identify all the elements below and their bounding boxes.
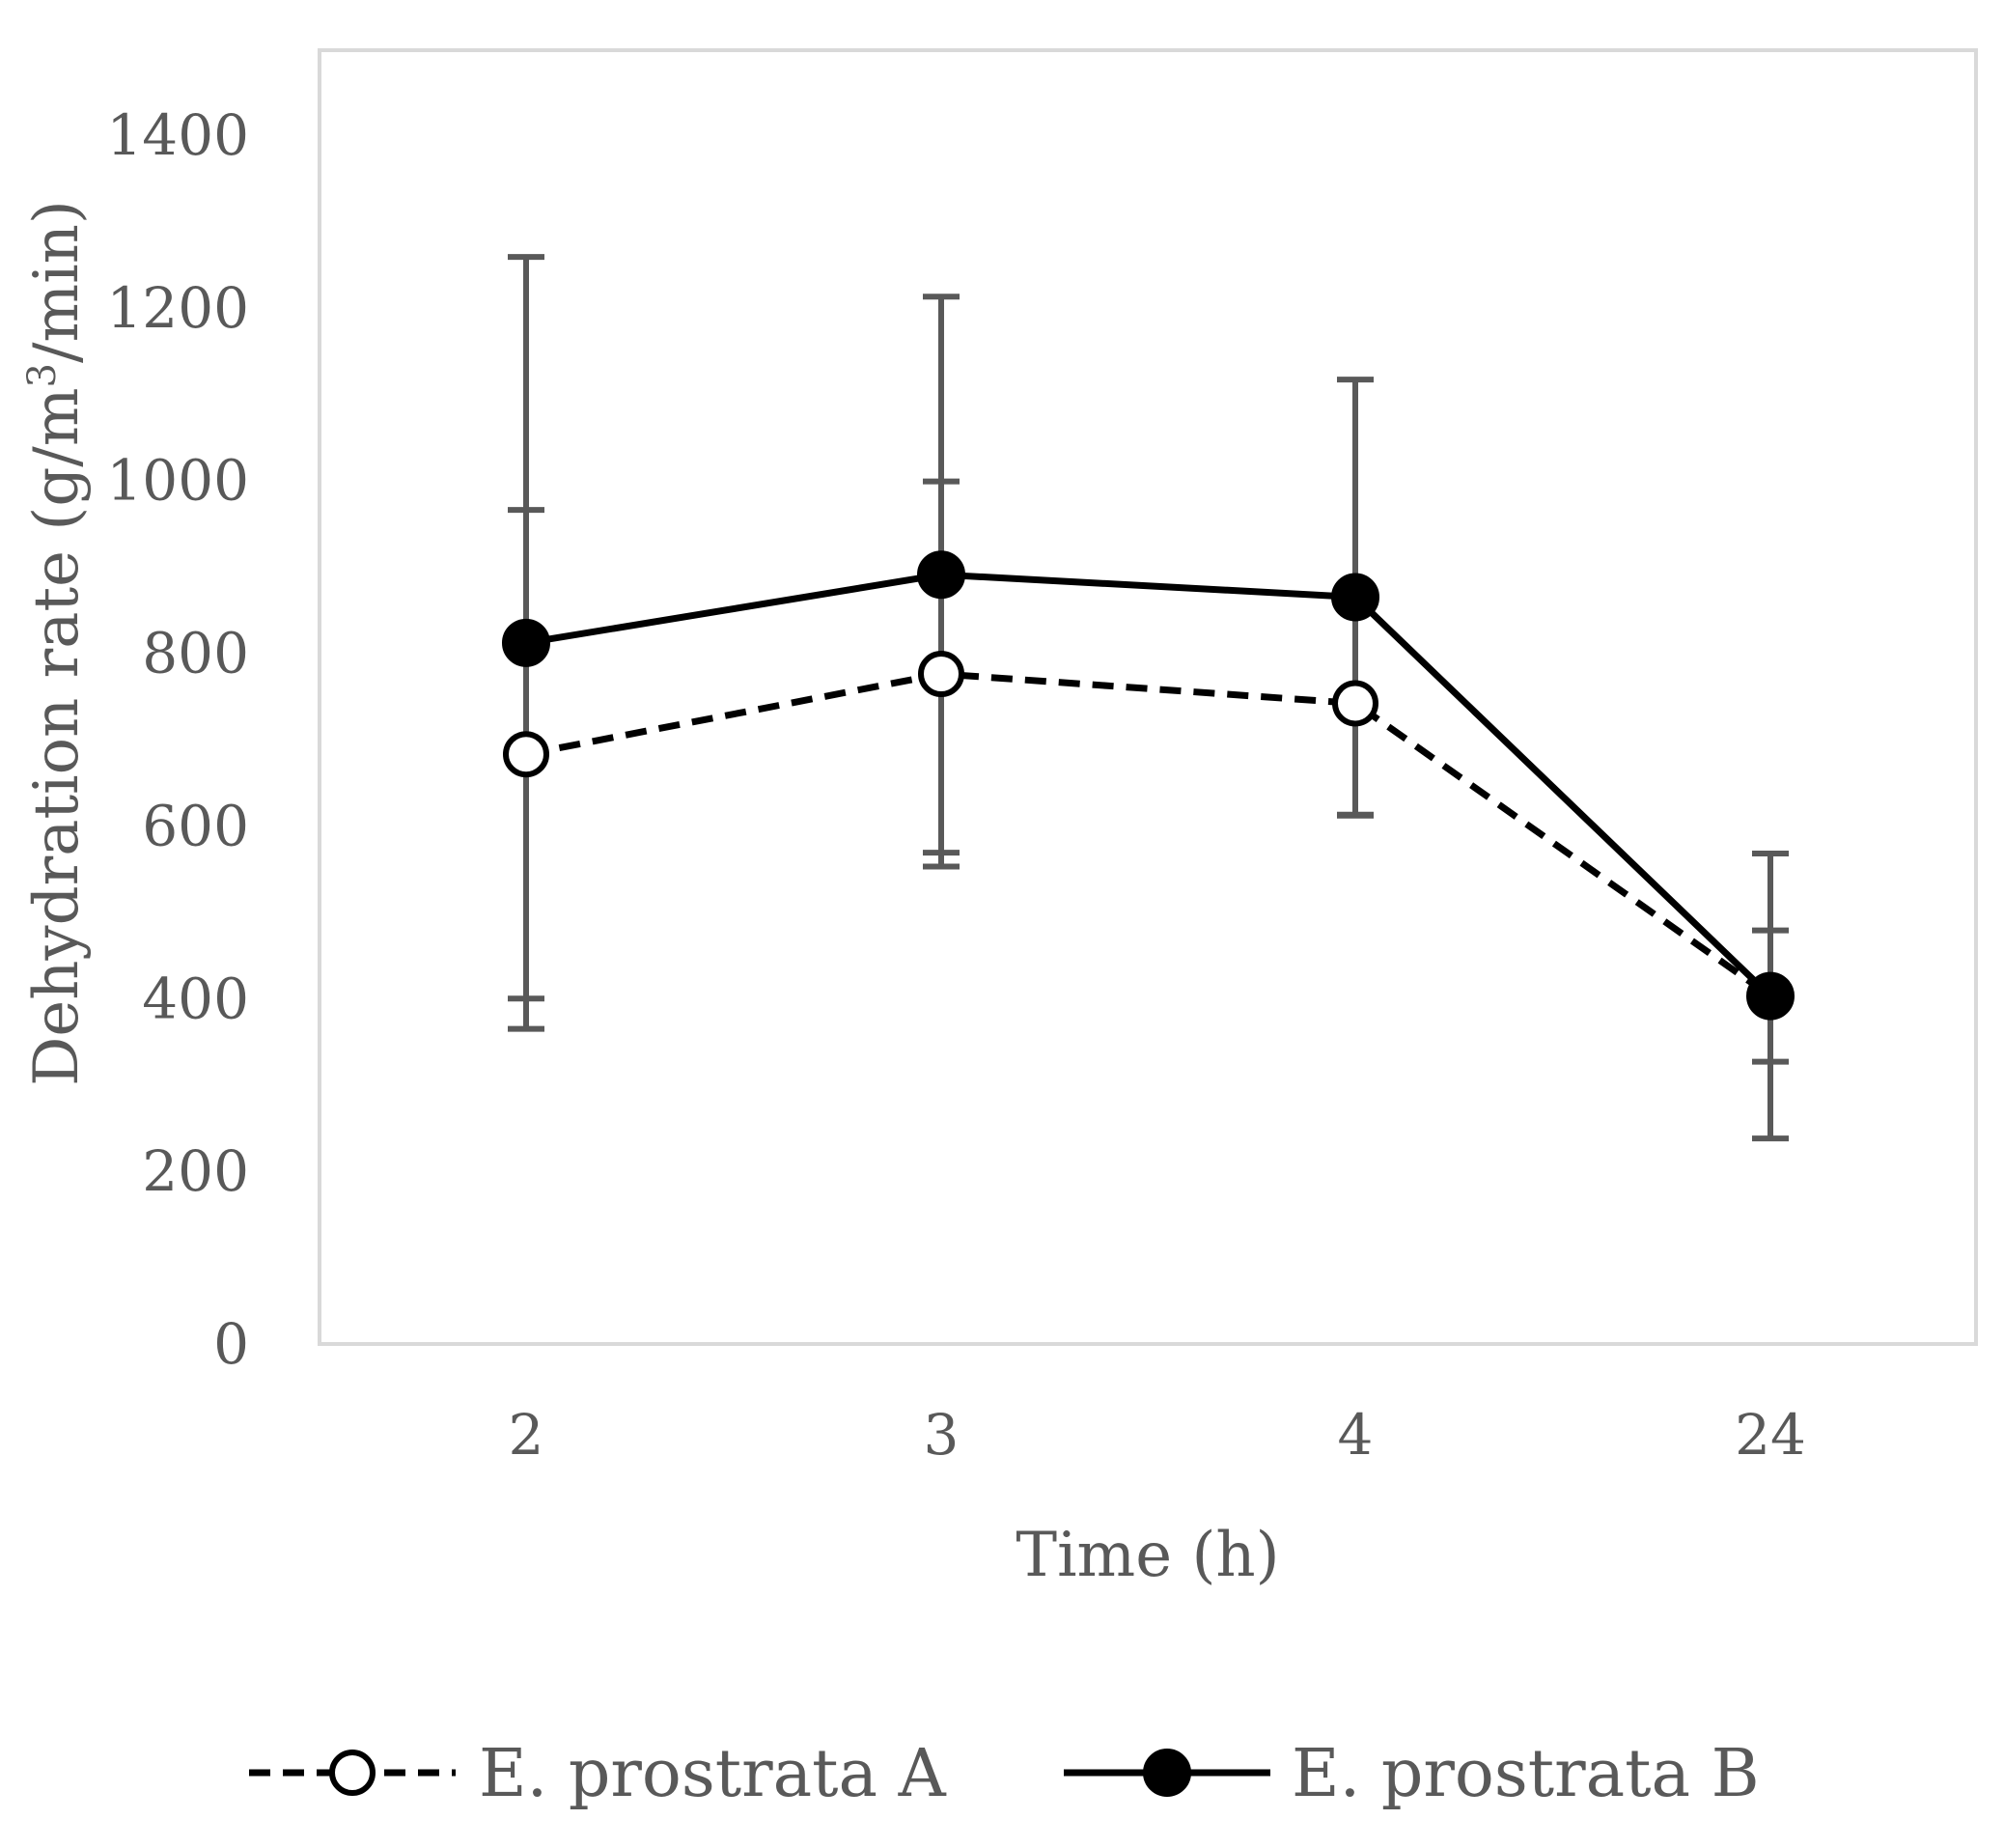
data-point-b — [1331, 573, 1379, 622]
series-points — [502, 550, 1795, 1021]
data-point-b — [1746, 971, 1795, 1021]
series-line-b — [525, 571, 1773, 999]
y-tick-label: 800 — [142, 621, 249, 686]
y-tick-label: 600 — [142, 793, 249, 858]
x-axis-ticks: 2 3 4 24 — [509, 1402, 1806, 1468]
plot-area-frame — [318, 48, 1978, 1346]
y-tick-label: 1200 — [106, 275, 249, 341]
legend-label-b: E. prostrata B — [1292, 1736, 1760, 1812]
y-tick-label: 0 — [213, 1311, 249, 1377]
legend-label-a: E. prostrata A — [479, 1736, 947, 1812]
data-point-b — [917, 550, 965, 600]
data-point-b — [502, 618, 550, 667]
series-lines — [525, 571, 1773, 999]
x-tick-label: 3 — [924, 1402, 960, 1468]
data-point-a — [503, 731, 549, 778]
y-axis-ticks: 0 200 400 600 800 1000 1200 1400 — [106, 102, 249, 1377]
y-tick-label: 200 — [142, 1138, 249, 1204]
y-tick-label: 400 — [142, 966, 249, 1031]
x-tick-label: 24 — [1735, 1402, 1806, 1468]
x-tick-label: 4 — [1338, 1402, 1374, 1468]
legend-marker-b — [1143, 1749, 1191, 1797]
series-line-a — [525, 670, 1773, 999]
data-point-a — [918, 651, 964, 698]
y-tick-label: 1000 — [106, 448, 249, 514]
data-point-a — [1332, 680, 1378, 727]
x-tick-label: 2 — [509, 1402, 544, 1468]
x-axis-title: Time (h) — [1016, 1520, 1279, 1591]
y-axis-title: Dehydration rate (g/m3/min) — [20, 200, 93, 1086]
legend-marker-a — [329, 1750, 376, 1796]
legend: E. prostrata A E. prostrata B — [249, 1736, 1760, 1812]
error-bars — [508, 254, 1789, 1142]
y-tick-label: 1400 — [106, 102, 249, 168]
